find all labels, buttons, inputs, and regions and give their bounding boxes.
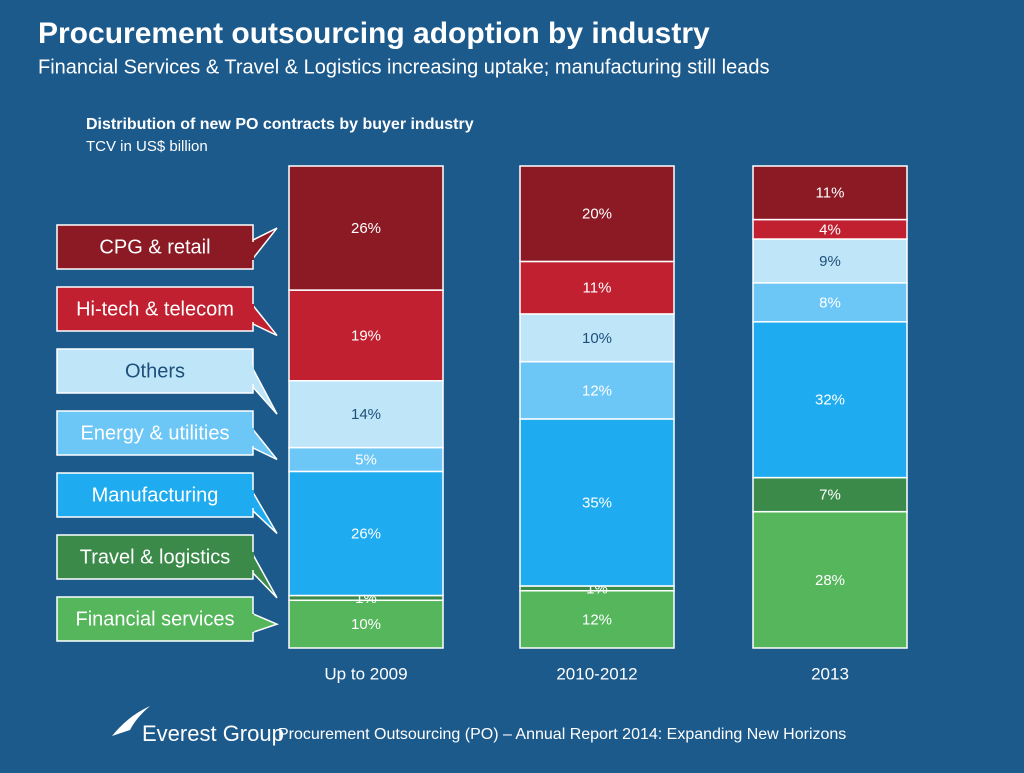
value-label: 4% bbox=[819, 221, 841, 238]
legend-label: Travel & logistics bbox=[80, 546, 230, 568]
chart-subtitle: TCV in US$ billion bbox=[86, 138, 208, 155]
title: Procurement outsourcing adoption by indu… bbox=[38, 17, 710, 50]
legend-label: Energy & utilities bbox=[81, 422, 230, 444]
chart-title: Distribution of new PO contracts by buye… bbox=[86, 116, 474, 133]
value-label: 19% bbox=[351, 327, 381, 344]
value-label: 35% bbox=[582, 494, 612, 511]
bar-segment bbox=[288, 599, 444, 649]
legend-seam bbox=[250, 428, 254, 446]
value-label: 12% bbox=[582, 611, 612, 628]
value-label: 10% bbox=[582, 330, 612, 347]
x-tick-label: Up to 2009 bbox=[324, 664, 407, 683]
legend-box bbox=[56, 224, 254, 270]
bar-segment bbox=[519, 418, 675, 587]
legend-seam bbox=[250, 242, 254, 260]
legend-label: CPG & retail bbox=[99, 236, 210, 258]
legend-box bbox=[56, 534, 254, 580]
legend-box bbox=[56, 596, 254, 642]
logo-swoosh bbox=[112, 706, 150, 736]
footer-brand: Everest Group bbox=[142, 721, 284, 746]
subtitle: Financial Services & Travel & Logistics … bbox=[38, 56, 769, 78]
footer-text: Procurement Outsourcing (PO) – Annual Re… bbox=[278, 726, 846, 743]
value-label: 14% bbox=[351, 406, 381, 423]
legend-pointer bbox=[250, 548, 278, 599]
legend-box bbox=[56, 472, 254, 518]
legend-seam bbox=[250, 614, 254, 632]
legend-pointer bbox=[250, 424, 278, 461]
bar-segment bbox=[752, 165, 908, 221]
value-label: 26% bbox=[351, 220, 381, 237]
value-label: 10% bbox=[351, 616, 381, 633]
legend-pointer bbox=[250, 364, 278, 415]
legend-box bbox=[56, 286, 254, 332]
legend-box bbox=[56, 410, 254, 456]
value-label: 7% bbox=[819, 487, 841, 504]
legend-seam bbox=[250, 366, 254, 384]
value-label: 11% bbox=[816, 185, 845, 202]
bar-segment bbox=[752, 476, 908, 513]
plot: 10%1%26%5%14%19%26%Up to 200912%1%35%12%… bbox=[56, 165, 908, 683]
x-tick-label: 2010-2012 bbox=[556, 664, 637, 683]
bar-segment bbox=[288, 165, 444, 291]
bar-segment bbox=[752, 510, 908, 649]
legend-seam bbox=[250, 490, 254, 508]
bar-segment bbox=[519, 260, 675, 315]
value-label: 5% bbox=[355, 451, 377, 468]
value-label: 9% bbox=[819, 253, 841, 270]
legend-seam bbox=[250, 304, 254, 322]
bar-segment bbox=[752, 282, 908, 323]
bar-segment bbox=[752, 238, 908, 284]
bar-segment bbox=[519, 589, 675, 649]
x-tick-label: 2013 bbox=[811, 664, 849, 683]
bar-segment bbox=[288, 380, 444, 449]
bar-segment bbox=[519, 165, 675, 263]
value-label: 12% bbox=[582, 382, 612, 399]
value-label: 26% bbox=[351, 525, 381, 542]
legend-pointer bbox=[250, 227, 278, 264]
bar-segment bbox=[288, 289, 444, 382]
value-label: 8% bbox=[819, 294, 841, 311]
legend-label: Others bbox=[125, 360, 185, 382]
legend-pointer bbox=[250, 300, 278, 337]
legend-label: Hi-tech & telecom bbox=[76, 298, 234, 320]
legend-label: Manufacturing bbox=[92, 484, 219, 506]
bar-segment bbox=[519, 313, 675, 363]
value-label: 20% bbox=[582, 206, 612, 223]
bar-segment bbox=[752, 321, 908, 479]
value-label: 28% bbox=[815, 572, 845, 589]
value-label: 11% bbox=[583, 280, 612, 297]
value-label: 32% bbox=[815, 392, 845, 409]
legend-pointer bbox=[250, 611, 280, 635]
legend-label: Financial services bbox=[76, 608, 235, 630]
legend-seam bbox=[250, 552, 254, 570]
legend-box bbox=[56, 348, 254, 394]
legend-pointer bbox=[250, 486, 278, 535]
